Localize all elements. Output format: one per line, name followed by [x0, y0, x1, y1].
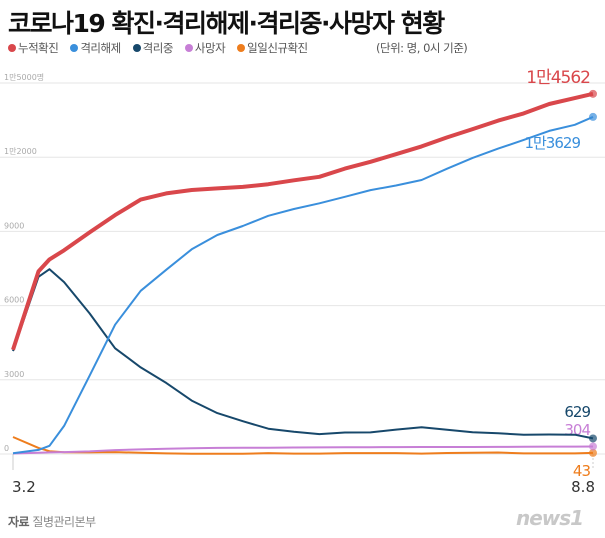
end-point — [589, 442, 597, 451]
legend: 누적확진 격리해제 격리중 사망자 일일신규확진 — [8, 40, 308, 56]
legend-label: 격리중 — [142, 41, 174, 55]
legend-label: 사망자 — [194, 41, 226, 55]
x-tick-label: 8.8 — [571, 478, 595, 496]
y-tick-label: 1만2000 — [4, 147, 37, 156]
chart-title: 코로나19 확진·격리해제·격리중·사망자 현황 — [8, 9, 445, 38]
x-tick-label: 3.2 — [12, 478, 36, 496]
end-point — [589, 448, 597, 457]
unit-note: (단위: 명, 0시 기준) — [376, 41, 468, 55]
end-value-label: 629 — [564, 403, 590, 421]
legend-item: 누적확진 — [8, 40, 59, 56]
series-line — [11, 91, 594, 351]
legend-label: 격리해제 — [80, 41, 121, 55]
legend-dot-icon — [70, 44, 79, 52]
end-value-label: 1만4562 — [526, 68, 590, 88]
legend-item: 사망자 — [184, 40, 226, 56]
end-point — [589, 89, 597, 98]
legend-label: 누적확진 — [18, 41, 59, 55]
y-tick-label: 6000 — [4, 296, 24, 305]
legend-item: 격리해제 — [70, 40, 121, 56]
legend-label: 일일신규확진 — [247, 41, 308, 55]
end-value-label: 1만3629 — [524, 134, 580, 152]
legend-dot-icon — [8, 44, 16, 52]
y-tick-label: 0 — [4, 444, 9, 453]
legend-dot-icon — [132, 44, 141, 52]
legend-item: 일일신규확진 — [237, 40, 308, 56]
series-line — [12, 268, 594, 440]
source-name: 질병관리본부 — [32, 515, 96, 529]
y-tick-label: 3000 — [4, 370, 24, 379]
end-value-label: 43 — [573, 462, 591, 480]
y-tick-label: 1만5000명 — [4, 72, 44, 82]
y-tick-label: 9000 — [4, 221, 24, 230]
end-point — [589, 112, 597, 121]
legend-dot-icon — [184, 44, 193, 52]
series-line — [12, 115, 594, 455]
series-line — [12, 445, 594, 455]
source: 자료 질병관리본부 — [8, 513, 96, 530]
legend-item: 격리중 — [132, 40, 174, 56]
news1-logo: news1 — [516, 506, 584, 530]
legend-dot-icon — [237, 44, 246, 52]
end-point — [589, 434, 597, 443]
source-label: 자료 — [8, 515, 30, 529]
